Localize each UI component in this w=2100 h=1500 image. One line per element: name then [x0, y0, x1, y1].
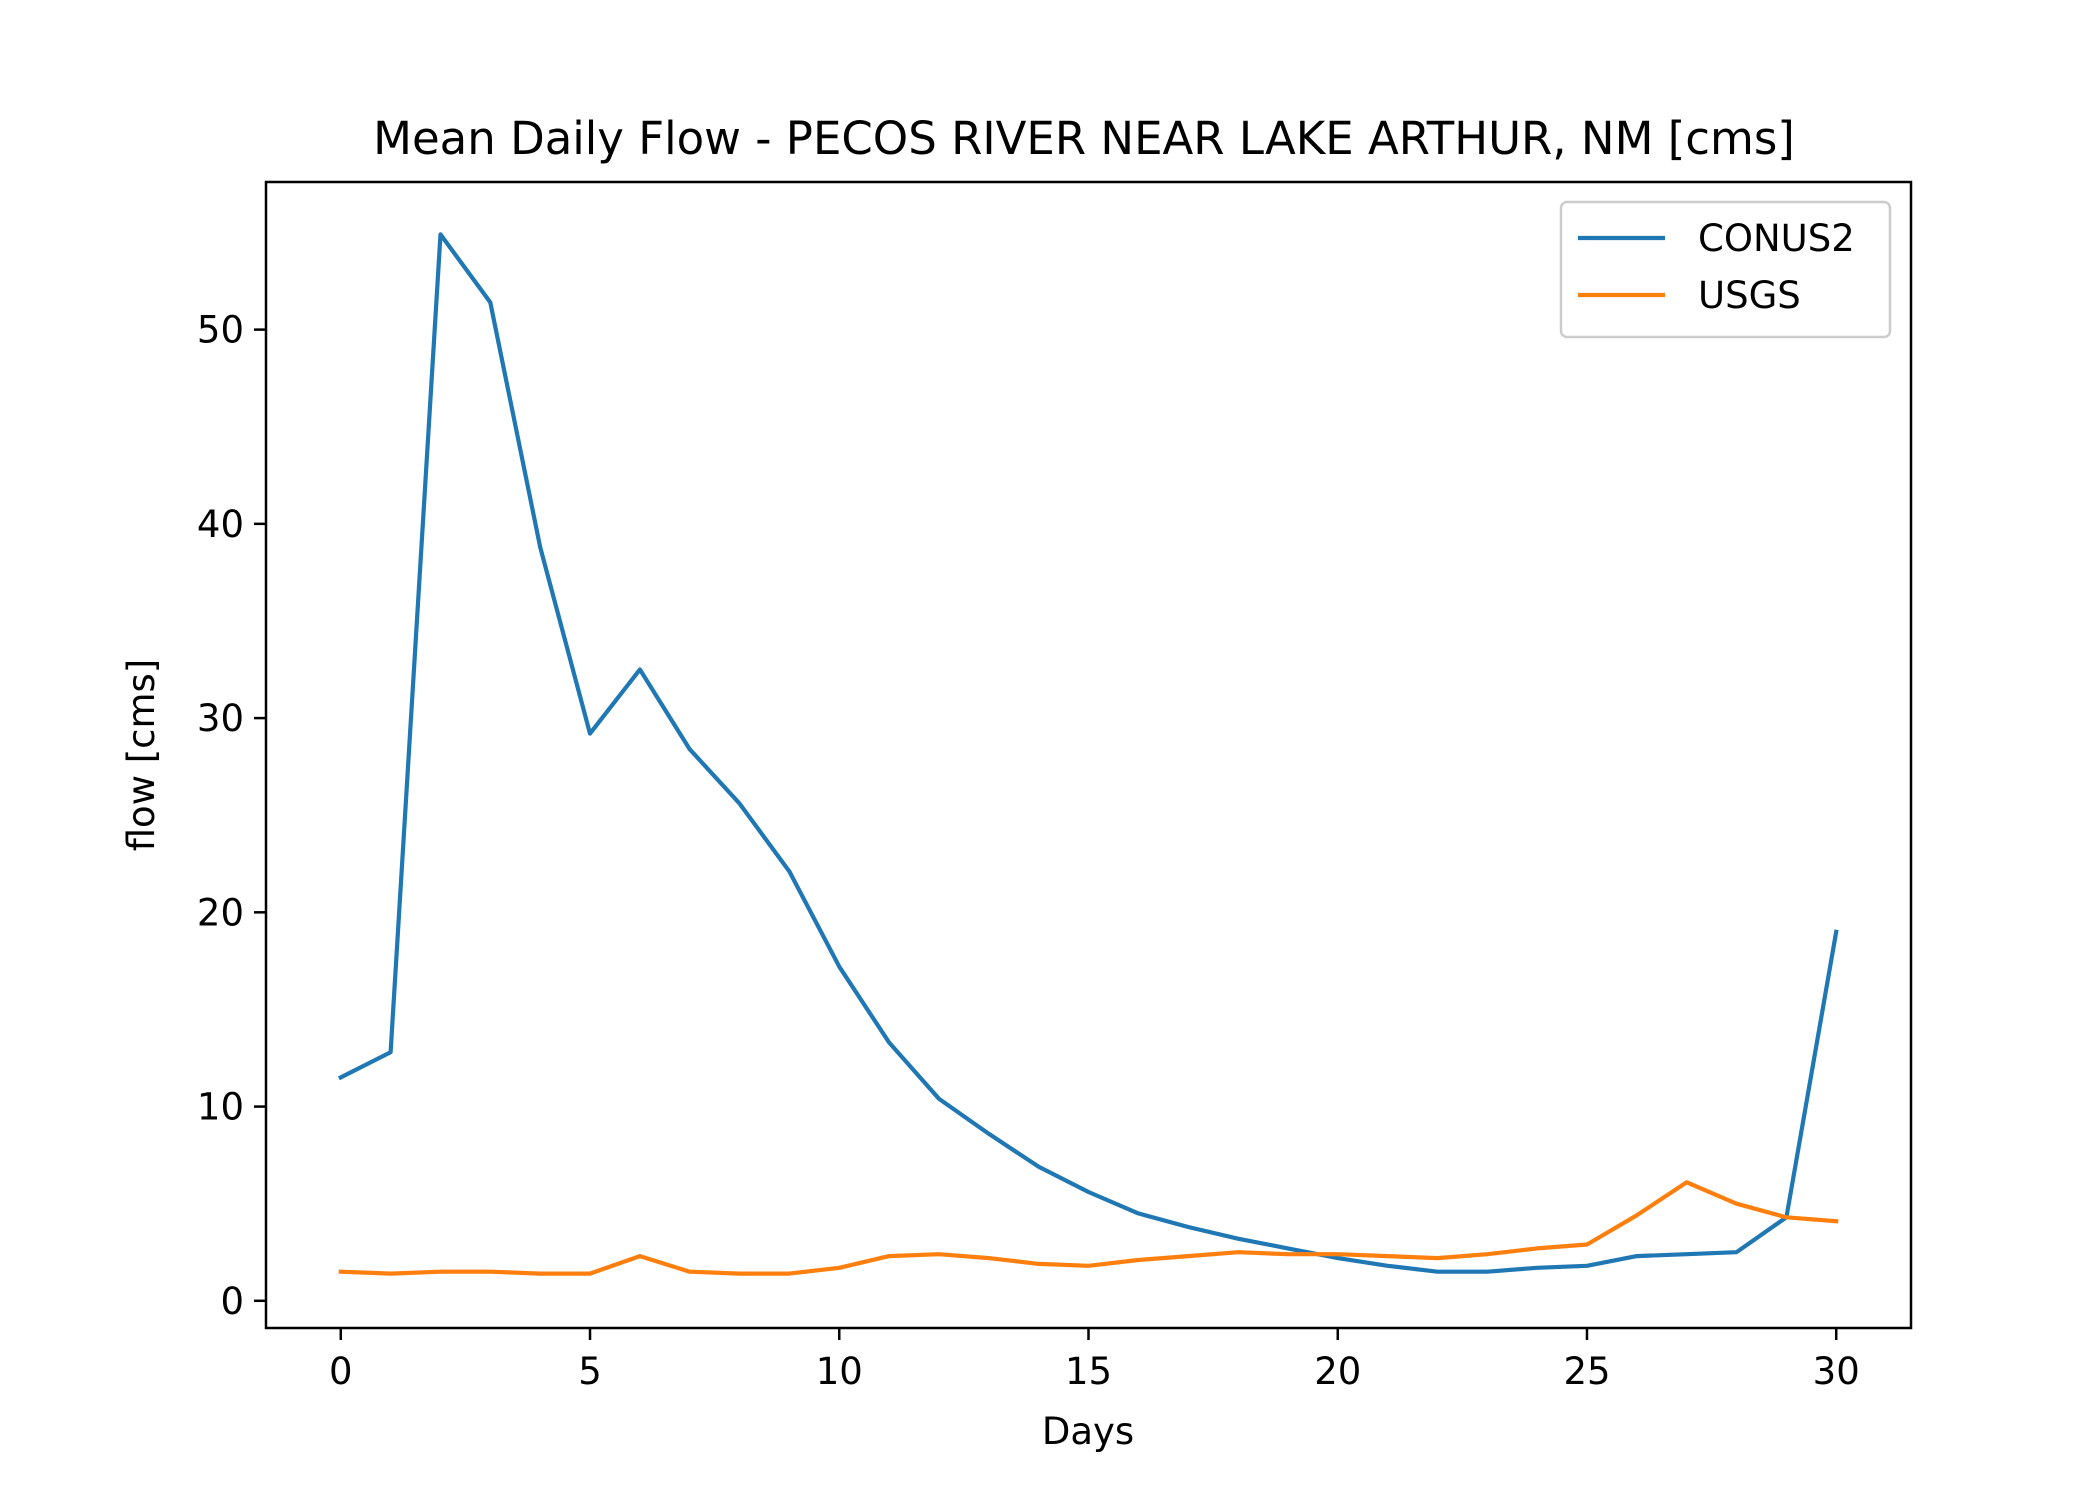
legend-label: CONUS2 [1698, 217, 1855, 260]
x-tick-label: 0 [329, 1350, 353, 1393]
x-tick-label: 10 [816, 1350, 863, 1393]
y-tick-label: 30 [197, 697, 244, 740]
x-tick-label: 5 [578, 1350, 602, 1393]
x-axis-label: Days [1042, 1410, 1134, 1453]
y-tick-label: 40 [197, 503, 244, 546]
x-tick-label: 30 [1813, 1350, 1860, 1393]
x-tick-label: 25 [1563, 1350, 1610, 1393]
y-axis: 0 10 20 30 40 50 [197, 309, 266, 1323]
y-tick-label: 0 [220, 1280, 244, 1323]
series-line-usgs [338, 1180, 1839, 1276]
legend-box [1559, 200, 1892, 339]
series-layer [337, 232, 1839, 1276]
y-tick-label: 10 [197, 1086, 244, 1129]
x-tick-label: 15 [1065, 1350, 1112, 1393]
series-line-conus2 [337, 232, 1839, 1274]
plot-frame [264, 180, 1913, 1330]
y-tick-label: 50 [197, 309, 244, 352]
x-axis: 0 5 10 15 20 25 30 [329, 1328, 1860, 1393]
y-axis-label: flow [cms] [120, 659, 163, 852]
y-tick-label: 20 [197, 891, 244, 934]
chart-title: Mean Daily Flow - PECOS RIVER NEAR LAKE … [373, 112, 1795, 165]
legend-label: USGS [1698, 274, 1801, 317]
legend: CONUS2 USGS [1559, 200, 1892, 339]
x-tick-label: 20 [1314, 1350, 1361, 1393]
